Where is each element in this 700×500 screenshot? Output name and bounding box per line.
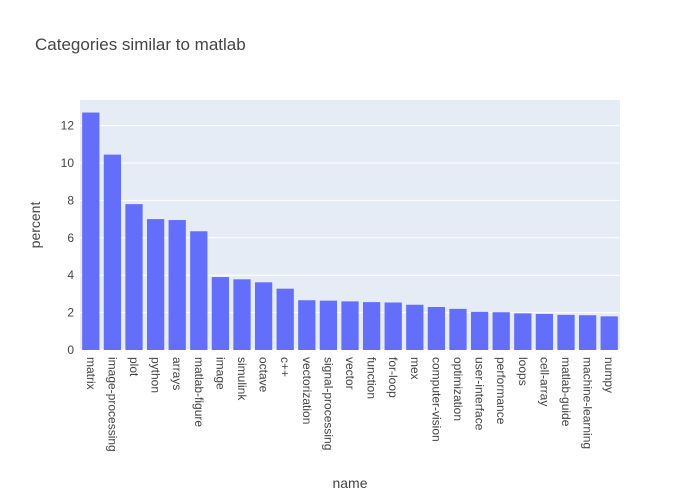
x-tick-label: machine-learning (581, 357, 595, 449)
bar (146, 219, 165, 350)
bar (341, 301, 359, 350)
x-tick-label: matlab-figure (192, 357, 206, 427)
x-tick-label: image (213, 357, 227, 390)
x-tick-label: cell-array (537, 357, 551, 406)
bar (190, 231, 208, 350)
y-tick-label: 0 (67, 343, 74, 357)
y-tick-label: 2 (67, 306, 74, 320)
bar (319, 300, 338, 350)
y-tick-label: 8 (67, 193, 74, 207)
bar (535, 313, 554, 350)
x-tick-label: simulink (235, 357, 249, 401)
x-axis-ticks: matrix image-processing plot python arrays ma… (84, 357, 616, 452)
x-tick-label: matrix (84, 357, 98, 390)
y-axis-title: percent (27, 202, 43, 249)
x-tick-label: vectorization (300, 357, 314, 424)
bar (276, 288, 294, 350)
bar (168, 220, 186, 350)
bar (600, 316, 618, 350)
y-tick-label: 4 (67, 268, 74, 282)
bar (492, 312, 510, 350)
x-tick-label: computer-vision (429, 357, 443, 442)
bar (82, 112, 100, 350)
bar (406, 304, 424, 350)
y-tick-label: 6 (67, 231, 74, 245)
chart-title: Categories similar to matlab (35, 35, 246, 54)
bar (298, 300, 316, 350)
bar (384, 302, 402, 350)
x-tick-label: numpy (602, 357, 616, 393)
y-tick-label: 10 (61, 156, 75, 170)
bar (470, 311, 489, 350)
x-tick-label: function (365, 357, 379, 399)
x-tick-label: user-interface (473, 357, 487, 431)
x-tick-label: vector (343, 357, 357, 390)
y-axis-ticks: 0 2 4 6 8 10 12 (61, 119, 75, 357)
x-tick-label: optimization (451, 357, 465, 421)
bar (514, 313, 532, 350)
x-tick-label: plot (127, 357, 141, 377)
x-tick-label: loops (516, 357, 530, 386)
x-tick-label: python (149, 357, 163, 393)
x-tick-label: arrays (170, 357, 184, 390)
bar (125, 204, 143, 350)
x-tick-label: performance (494, 357, 508, 425)
x-tick-label: octave (257, 357, 271, 393)
bar (103, 154, 122, 350)
bar (557, 314, 575, 350)
bars (82, 112, 618, 350)
bar (449, 308, 467, 350)
bar (254, 282, 273, 350)
x-tick-label: c++ (278, 357, 292, 377)
bar (211, 277, 230, 350)
x-tick-label: matlab-guide (559, 357, 573, 427)
x-tick-label: for-loop (386, 357, 400, 398)
x-axis-title: name (332, 475, 367, 491)
x-tick-label: signal-processing (321, 357, 335, 450)
x-tick-label: image-processing (105, 357, 119, 452)
x-tick-label: mex (408, 357, 422, 380)
bar (427, 306, 446, 350)
bar (362, 302, 381, 350)
y-tick-label: 12 (61, 119, 75, 133)
bar (233, 279, 251, 350)
bar (578, 315, 597, 350)
